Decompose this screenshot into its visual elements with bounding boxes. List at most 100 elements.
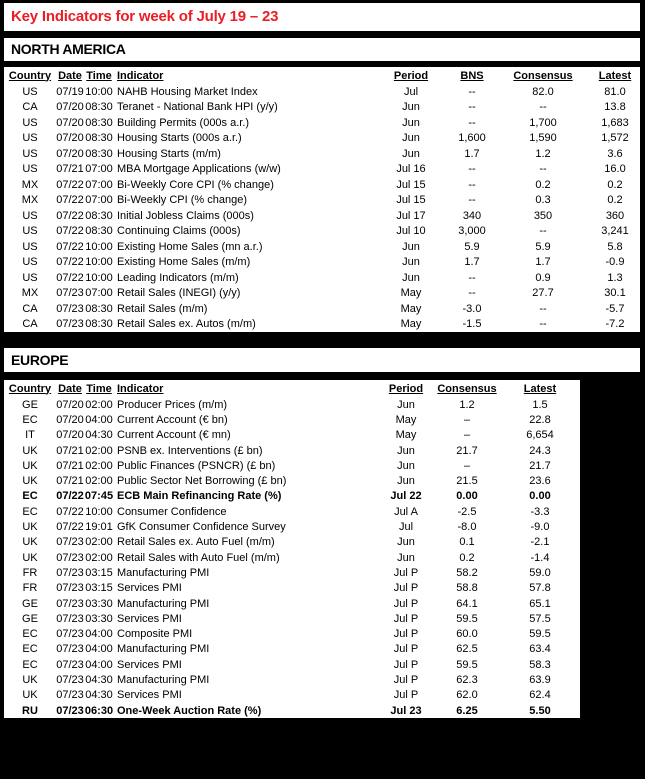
cell: Public Sector Net Borrowing (£ bn): [117, 475, 287, 488]
cell: PSNB ex. Interventions (£ bn): [117, 444, 263, 457]
cell: 07/23: [56, 287, 84, 300]
cell: Jul P: [393, 582, 419, 595]
cell: US: [22, 116, 38, 129]
cell: 04:30: [85, 689, 113, 702]
table-row: UK 07/21 02:00 Public Sector Net Borrowing …: [4, 473, 580, 488]
column-header: Consensus: [437, 382, 497, 395]
cell: -1.5: [462, 318, 482, 331]
cell: Bi-Weekly Core CPI (% change): [117, 178, 274, 191]
cell: 07/20: [56, 101, 84, 114]
cell: 10:00: [85, 240, 113, 253]
cell: 81.0: [604, 85, 626, 98]
section-title-north-america: NORTH AMERICA: [11, 41, 126, 57]
cell: 5.50: [529, 704, 551, 717]
cell: 3.6: [607, 147, 623, 160]
cell: 06:30: [84, 704, 114, 717]
cell: IT: [25, 429, 35, 442]
cell: 1.7: [464, 147, 480, 160]
cell: –: [463, 429, 471, 442]
cell: Jul: [403, 85, 419, 98]
column-header: Period: [388, 382, 424, 395]
cell: 62.3: [456, 673, 478, 686]
cell: Manufacturing PMI: [117, 673, 210, 686]
cell: 07/22: [56, 505, 84, 518]
cell: 07/23: [56, 551, 84, 564]
cell: 04:30: [85, 429, 113, 442]
cell: ECB Main Refinancing Rate (%): [117, 490, 282, 503]
cell: 1.2: [535, 147, 551, 160]
cell: 3,000: [458, 225, 486, 238]
cell: Jul A: [394, 505, 418, 518]
cell: 07/22: [56, 490, 84, 503]
cell: 07/23: [56, 582, 84, 595]
cell: Jul 15: [396, 194, 426, 207]
cell: 1,600: [458, 132, 486, 145]
cell: --: [539, 225, 547, 238]
cell: MBA Mortgage Applications (w/w): [117, 163, 281, 176]
cell: 02:00: [85, 398, 113, 411]
table-row: UK 07/23 02:00 Retail Sales ex. Auto Fuel (…: [4, 535, 580, 550]
cell: US: [22, 240, 38, 253]
cell: 63.9: [529, 673, 551, 686]
cell: Housing Starts (000s a.r.): [117, 132, 242, 145]
cell: Retail Sales ex. Autos (m/m): [117, 318, 256, 331]
cell: 0.2: [535, 178, 551, 191]
table-row: EC 07/22 07:45 ECB Main Refinancing Rate (%…: [4, 489, 580, 504]
cell: Continuing Claims (000s): [117, 225, 241, 238]
table-row: UK 07/21 02:00 PSNB ex. Interventions (£ bn…: [4, 443, 580, 458]
cell: 04:00: [85, 658, 113, 671]
cell: 07:00: [85, 287, 113, 300]
table-row: FR 07/23 03:15 Services PMI Jul P 58.8 57.8: [4, 581, 580, 596]
cell: EC: [22, 628, 38, 641]
table-row: FR 07/23 03:15 Manufacturing PMI Jul P 58.2 59…: [4, 565, 580, 580]
cell: 59.5: [456, 658, 478, 671]
cell: 07/22: [56, 521, 84, 534]
cell: Jun: [397, 398, 415, 411]
cell: 13.8: [604, 101, 626, 114]
cell: EC: [22, 505, 38, 518]
cell: 07/23: [56, 302, 84, 315]
cell: 07/22: [56, 271, 84, 284]
column-header: Time: [86, 382, 112, 395]
cell: CA: [22, 318, 38, 331]
column-header: Consensus: [513, 69, 573, 82]
table-row: MX 07/22 07:00 Bi-Weekly CPI (% change) Jul …: [4, 193, 640, 209]
cell: US: [22, 163, 38, 176]
cell: May: [400, 287, 422, 300]
cell: 08:30: [85, 225, 113, 238]
column-header: Time: [86, 69, 112, 82]
table-row: GE 07/20 02:00 Producer Prices (m/m) Jun 1.2 1…: [4, 397, 580, 412]
table-row: MX 07/23 07:00 Retail Sales (INEGI) (y/y) Ma…: [4, 286, 640, 302]
table-row: UK 07/23 04:30 Services PMI Jul P 62.0 62.4: [4, 688, 580, 703]
cell: -2.1: [530, 536, 550, 549]
cell: 07/23: [56, 536, 84, 549]
cell: Current Account (€ bn): [117, 413, 228, 426]
cell: Manufacturing PMI: [117, 597, 210, 610]
cell: Jun: [397, 551, 415, 564]
cell: 07:45: [84, 490, 114, 503]
cell: 0.3: [535, 194, 551, 207]
cell: EC: [22, 490, 38, 503]
cell: 07/20: [56, 132, 84, 145]
cell: 62.5: [456, 643, 478, 656]
cell: CA: [22, 302, 38, 315]
cell: Manufacturing PMI: [117, 643, 210, 656]
cell: --: [468, 178, 476, 191]
cell: UK: [22, 536, 38, 549]
cell: EC: [22, 643, 38, 656]
cell: 07/21: [56, 475, 84, 488]
cell: Jul P: [393, 566, 419, 579]
cell: --: [468, 163, 476, 176]
cell: -8.0: [457, 521, 477, 534]
cell: Services PMI: [117, 582, 182, 595]
cell: 65.1: [529, 597, 551, 610]
cell: 1,700: [529, 116, 557, 129]
cell: Housing Starts (m/m): [117, 147, 221, 160]
table-row: UK 07/23 04:30 Manufacturing PMI Jul P 62.3 63…: [4, 672, 580, 687]
cell: 19:01: [85, 521, 113, 534]
cell: Services PMI: [117, 612, 182, 625]
cell: 02:00: [85, 536, 113, 549]
table-row: US 07/22 08:30 Initial Jobless Claims (000s…: [4, 208, 640, 224]
cell: 02:00: [85, 444, 113, 457]
cell: 07/23: [56, 673, 84, 686]
